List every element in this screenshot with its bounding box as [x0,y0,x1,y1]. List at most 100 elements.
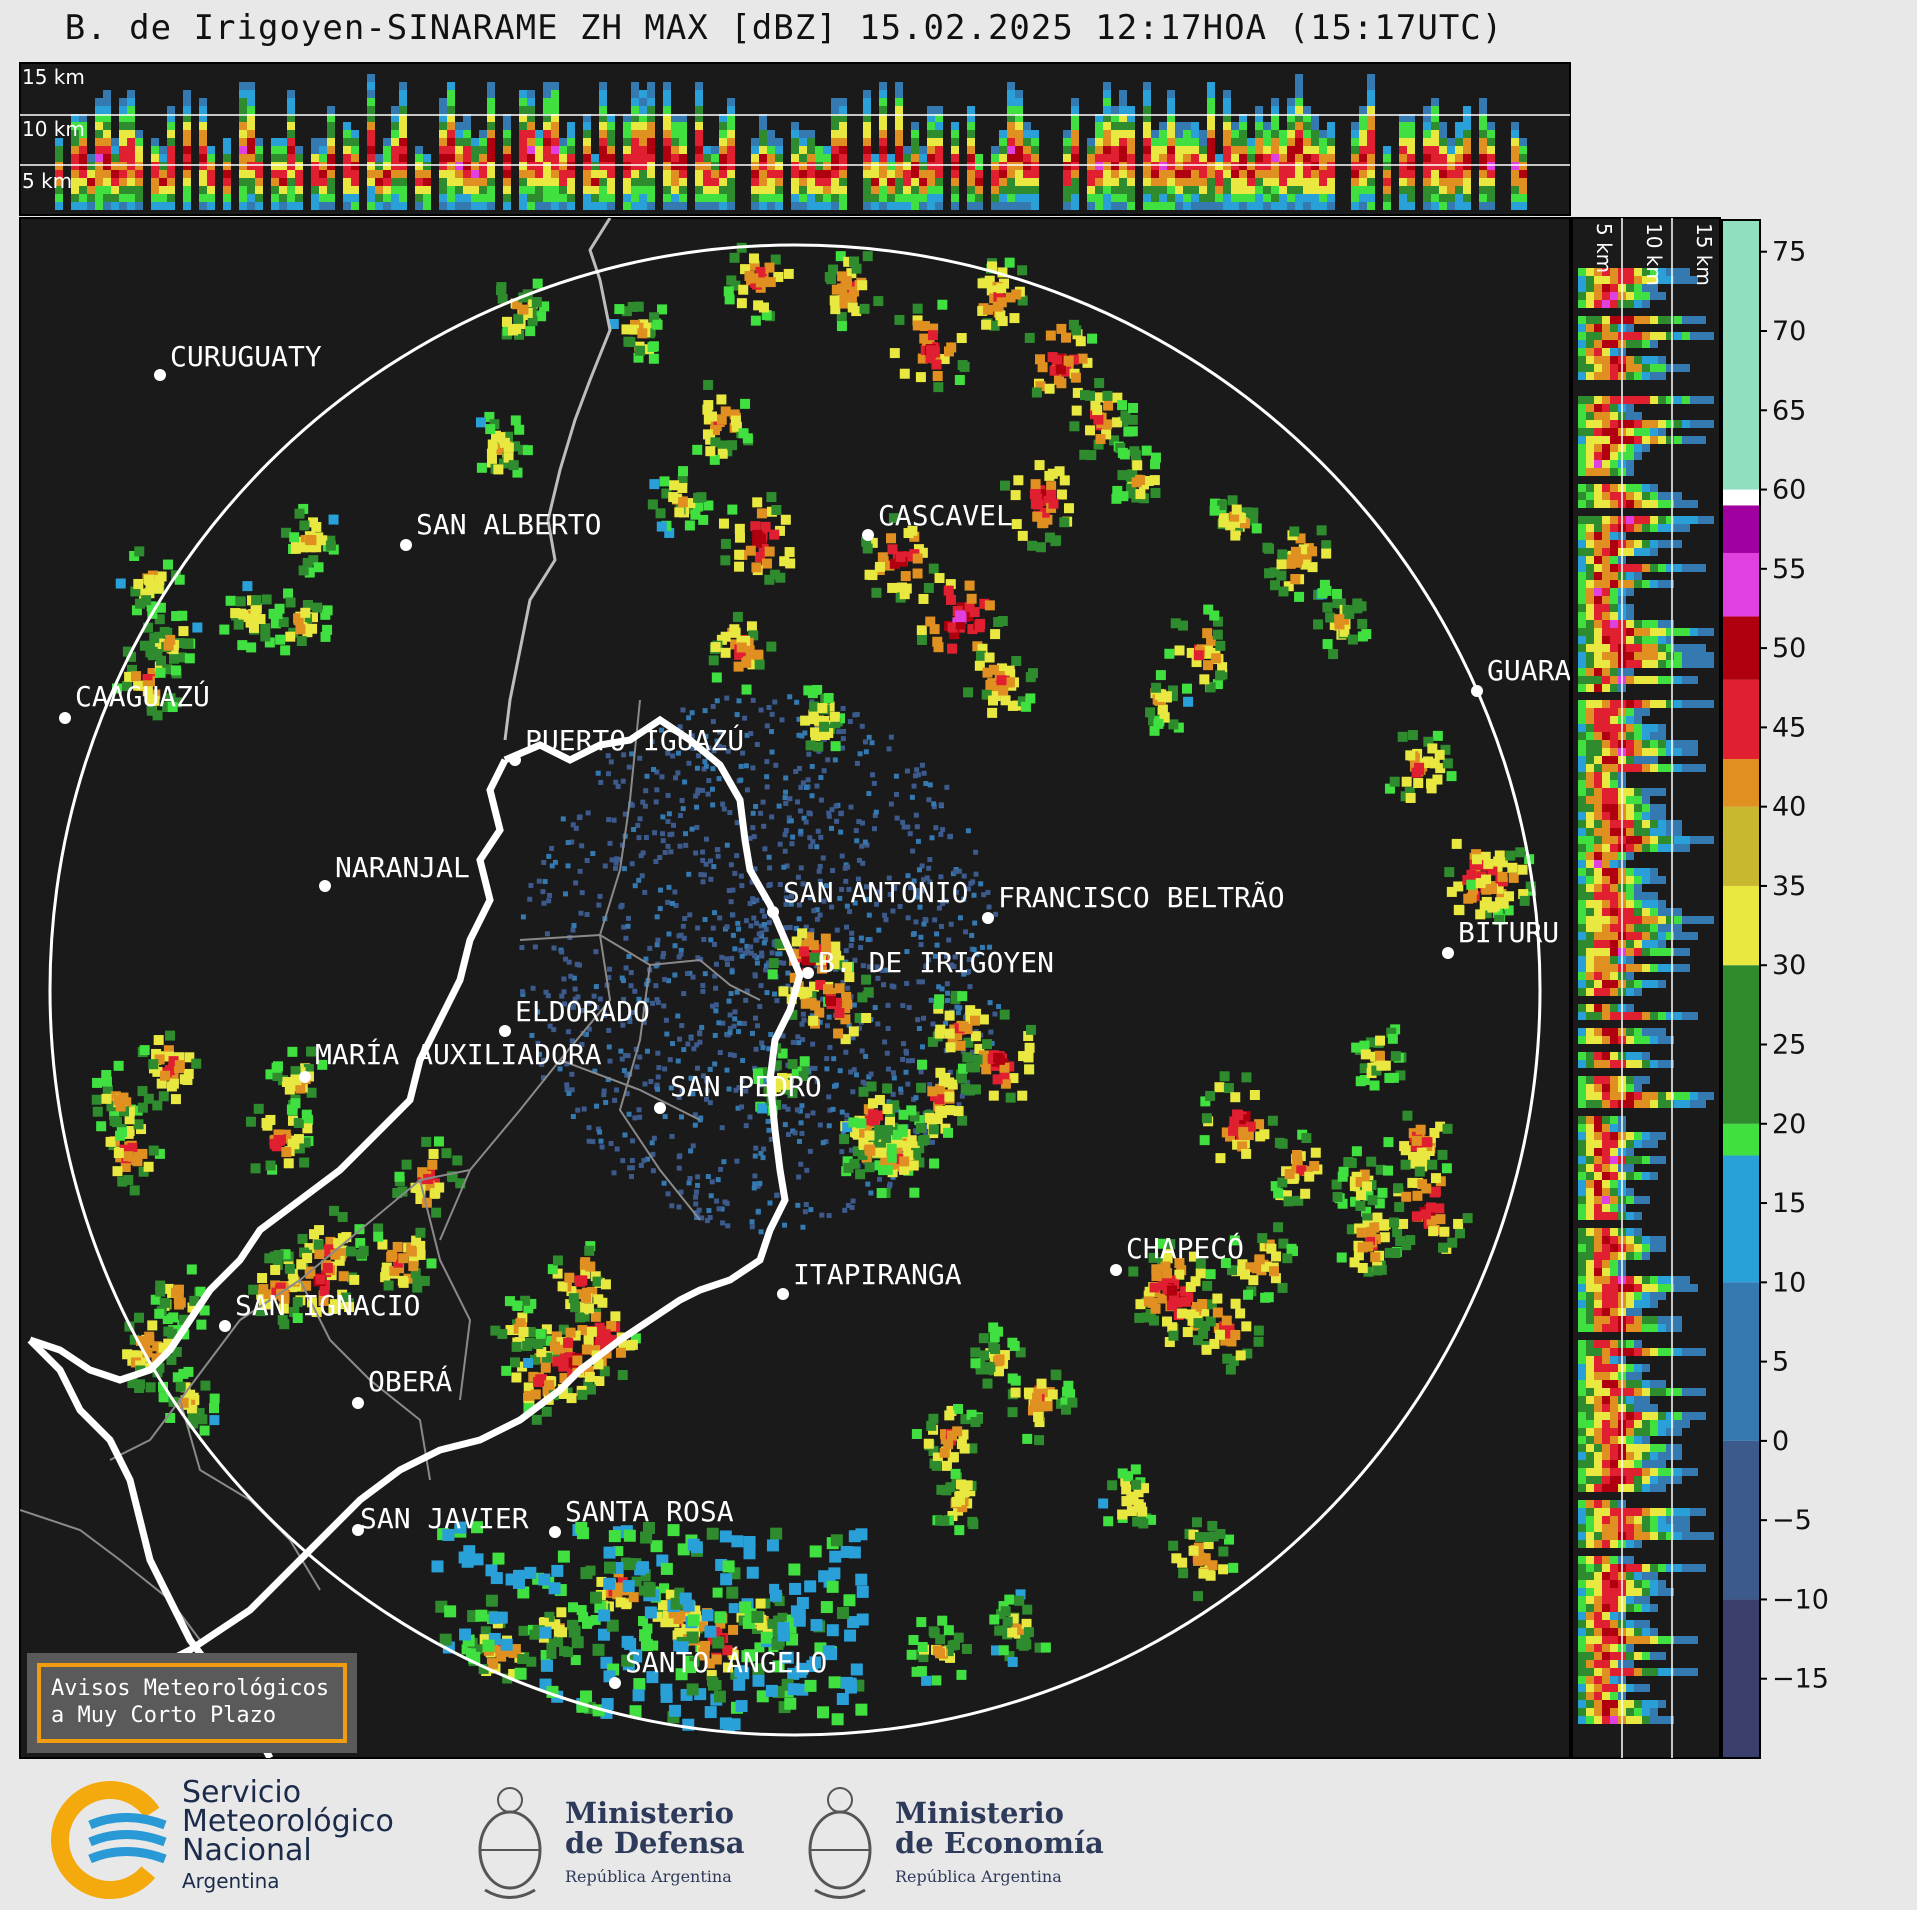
xsec-cell [79,170,87,178]
xsec-cell [479,138,487,146]
xsec-cell [1439,138,1447,146]
xsec-cell [199,138,207,146]
xsec-cell [559,138,567,146]
xsec-cell [311,194,319,202]
echo-block [618,1370,628,1380]
xsec-cell [1423,154,1431,162]
xsec-cell [183,194,191,202]
echo-block [918,1136,928,1146]
xsec-cell [1015,90,1023,98]
echo-pixel [735,712,740,717]
echo-pixel [729,991,734,996]
xsec-cell [503,138,511,146]
echo-block [1463,1213,1473,1223]
echo-block [1278,1283,1288,1293]
echo-block [1367,1227,1377,1237]
echo-pixel [877,1177,882,1182]
echo-pixel [630,1165,635,1170]
xsec-cell [1367,178,1375,186]
echo-pixel [826,811,831,816]
xsec-cell [247,178,255,186]
echo-pixel [681,924,686,929]
xsec-cell [239,162,247,170]
xsec-cell [879,106,887,114]
echo-pixel [552,946,557,951]
xsec-cell [1023,122,1031,130]
echo-block [1499,899,1509,909]
xsec-cell [583,162,591,170]
echo-pixel [810,1042,815,1047]
echo-block [1260,1293,1270,1303]
xsec-cell [1319,130,1327,138]
xsec-cell [639,98,647,106]
xsec-cell [991,178,999,186]
echo-block [1443,758,1453,768]
xsec-cell [1431,146,1439,154]
xsec-cell [535,202,543,210]
xsec-cell [1231,170,1239,178]
echo-block [1183,697,1193,707]
xsec-cell [951,178,959,186]
xsec-cell [719,138,727,146]
xsec-cell [135,202,143,210]
echo-block [1048,352,1058,362]
xsec-cell [1119,106,1127,114]
echo-pixel [824,1056,829,1061]
echo-pixel [632,1115,637,1120]
echo-pixel [831,1107,836,1112]
echo-pixel [564,1082,569,1087]
echo-block [1427,743,1437,753]
xsec-cell [671,194,679,202]
xsec-cell [1359,122,1367,130]
echo-pixel [729,899,734,904]
echo-block [430,1188,440,1198]
xsec-cell [911,178,919,186]
xsec-cell [255,146,263,154]
xsec-cell [863,178,871,186]
xsec-cell [911,130,919,138]
xsec-cell [1191,170,1199,178]
xsec-cell [1271,146,1279,154]
xsec-cell [887,202,895,210]
echo-pixel [798,829,803,834]
echo-block [779,556,789,566]
xsec-cell [599,122,607,130]
echo-pixel [867,735,872,740]
echo-block [155,1281,165,1291]
xsec-cell [1215,202,1223,210]
xsec-cell [1463,202,1471,210]
echo-pixel [906,915,911,920]
echo-block [735,524,745,534]
xsec-cell [895,186,903,194]
echo-pixel [824,1066,829,1071]
echo-block [586,1385,596,1395]
xsec-cell [631,138,639,146]
echo-block [1252,523,1262,533]
echo-block [733,612,743,622]
xsec-cell [1007,202,1015,210]
xsec-cell [999,154,1007,162]
xsec-cell [351,202,359,210]
echo-pixel [819,798,824,803]
echo-pixel [606,1028,611,1033]
xsec-cell [399,138,407,146]
echo-block [771,505,781,515]
echo-block [594,1376,604,1386]
echo-block [1307,546,1317,556]
xsec-cell [519,122,527,130]
xsec-cell [1295,146,1303,154]
echo-pixel [661,951,666,956]
xsec-cell [751,138,759,146]
echo-pixel [679,1023,684,1028]
xsec-cell [879,178,887,186]
echo-pixel [821,855,826,860]
xsec-cell [1031,138,1039,146]
xsec-cell [1143,170,1151,178]
xsec-cell [1167,186,1175,194]
echo-block [1277,1178,1287,1188]
xsec-cell [1023,202,1031,210]
xsec-cell [551,186,559,194]
echo-block [1428,1226,1438,1236]
xsec-cell [1367,98,1375,106]
xsec-cell [1007,130,1015,138]
